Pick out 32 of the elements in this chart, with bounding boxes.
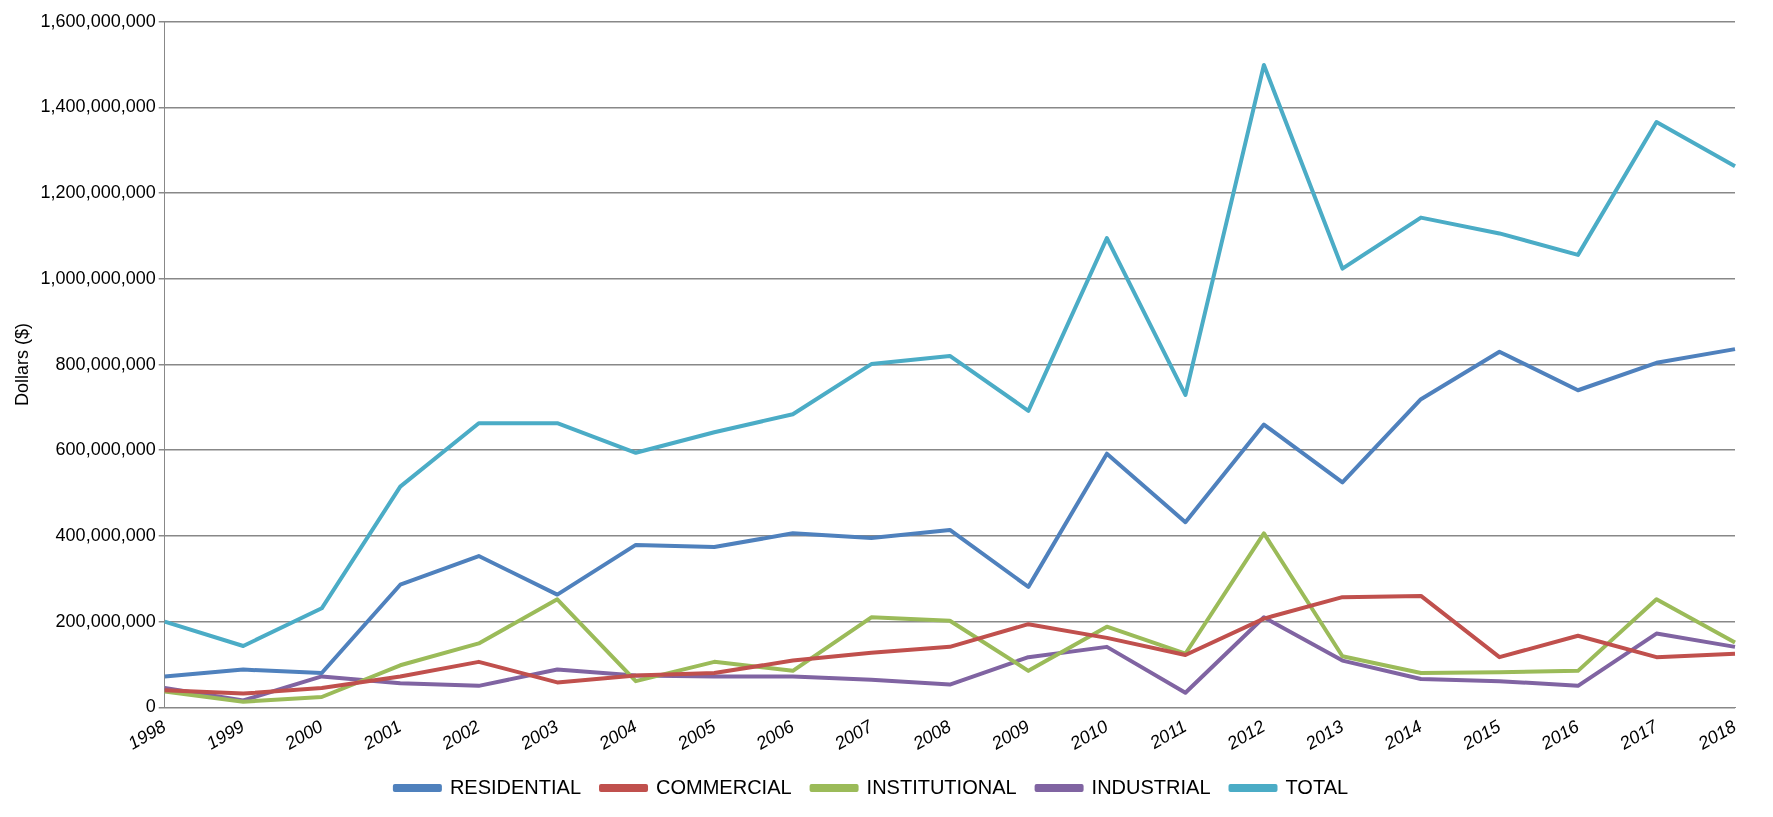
x-tick-label: 2009	[987, 716, 1033, 754]
x-tick-label: 2008	[908, 716, 955, 754]
y-tick-label: 1,200,000,000	[40, 182, 156, 203]
legend-label: INDUSTRIAL	[1091, 775, 1211, 798]
x-tick-label: 1999	[203, 716, 248, 754]
legend-label: INSTITUTIONAL	[866, 775, 1017, 798]
x-tick-label: 2014	[1379, 716, 1426, 754]
y-tick-label: 600,000,000	[55, 439, 156, 460]
x-tick-label: 2000	[280, 716, 327, 754]
y-tick-label: 1,400,000,000	[40, 96, 156, 117]
x-tick-label: 2013	[1301, 716, 1347, 754]
y-tick-label: 200,000,000	[55, 610, 156, 631]
legend-label: RESIDENTIAL	[449, 775, 582, 798]
y-tick-label: 800,000,000	[55, 353, 156, 374]
legend-label: TOTAL	[1285, 775, 1349, 798]
x-tick-label: 2001	[359, 716, 405, 754]
x-tick-label: 2018	[1693, 716, 1740, 754]
y-tick-label: 1,000,000,000	[40, 267, 156, 288]
x-tick-label: 2004	[594, 716, 641, 754]
legend-label: COMMERCIAL	[656, 775, 792, 798]
x-tick-label: 1998	[124, 716, 170, 754]
x-tick-label: 2002	[437, 716, 484, 754]
x-tick-label: 2011	[1145, 716, 1190, 754]
x-tick-label: 2003	[516, 716, 562, 754]
y-axis-title: Dollars ($)	[11, 323, 32, 407]
y-tick-label: 1,600,000,000	[40, 10, 156, 31]
x-tick-label: 2006	[751, 716, 798, 754]
y-tick-label: 400,000,000	[55, 524, 156, 545]
x-tick-label: 2012	[1222, 716, 1269, 754]
x-tick-label: 2016	[1536, 716, 1583, 754]
y-tick-label: 0	[145, 696, 156, 717]
x-tick-label: 2010	[1065, 716, 1112, 754]
